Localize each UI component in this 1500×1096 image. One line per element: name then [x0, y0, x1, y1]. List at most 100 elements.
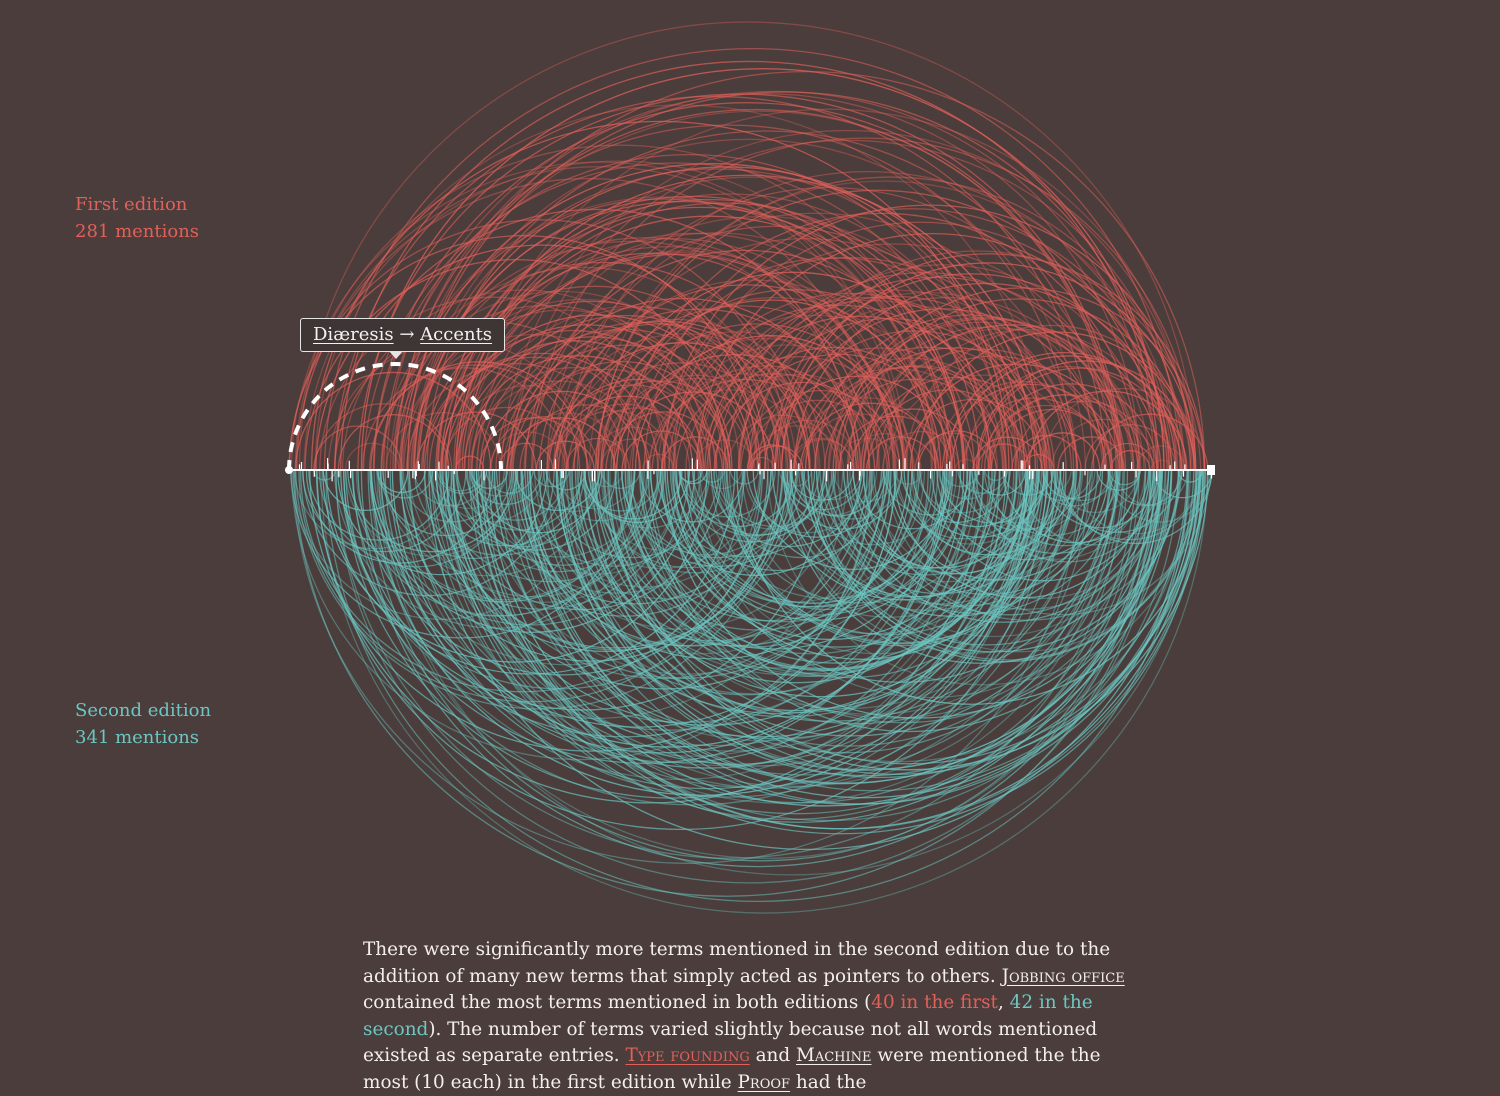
- first-edition-link-arc[interactable]: [524, 249, 966, 471]
- first-edition-link-arc[interactable]: [980, 404, 1112, 471]
- first-edition-link-arc[interactable]: [851, 408, 975, 471]
- second-edition-link-arc[interactable]: [789, 469, 1045, 598]
- first-edition-link-arc[interactable]: [1110, 449, 1151, 471]
- second-edition-link-arc[interactable]: [678, 469, 798, 528]
- second-edition-link-arc[interactable]: [983, 469, 1121, 536]
- first-edition-link-arc[interactable]: [406, 91, 1165, 471]
- second-edition-link-arc[interactable]: [957, 469, 1008, 494]
- second-edition-link-arc[interactable]: [819, 469, 1031, 576]
- second-edition-link-arc[interactable]: [555, 469, 1039, 712]
- second-edition-link-arc[interactable]: [846, 469, 1161, 623]
- tooltip-source-term[interactable]: Diæresis: [313, 324, 394, 345]
- first-edition-link-arc[interactable]: [380, 304, 712, 471]
- second-edition-link-arc[interactable]: [675, 469, 951, 604]
- first-edition-link-arc[interactable]: [804, 365, 1020, 471]
- first-edition-link-arc[interactable]: [444, 384, 615, 471]
- second-edition-link-arc[interactable]: [435, 469, 545, 523]
- second-edition-link-arc[interactable]: [614, 469, 1023, 675]
- second-edition-link-arc[interactable]: [701, 469, 743, 490]
- first-edition-link-arc[interactable]: [954, 458, 978, 471]
- second-edition-link-arc[interactable]: [473, 469, 892, 679]
- second-edition-link-arc[interactable]: [639, 469, 745, 523]
- second-edition-link-arc[interactable]: [337, 469, 548, 576]
- second-edition-link-arc[interactable]: [568, 469, 933, 648]
- first-edition-link-arc[interactable]: [464, 250, 905, 471]
- second-edition-link-arc[interactable]: [453, 469, 1058, 767]
- second-edition-link-arc[interactable]: [489, 469, 744, 594]
- first-edition-link-arc[interactable]: [875, 355, 1112, 471]
- first-edition-link-arc[interactable]: [561, 341, 819, 471]
- first-edition-link-arc[interactable]: [479, 328, 770, 471]
- first-edition-link-arc[interactable]: [990, 408, 1114, 471]
- first-edition-link-arc[interactable]: [344, 442, 400, 471]
- first-edition-link-arc[interactable]: [461, 253, 895, 471]
- second-edition-link-arc[interactable]: [630, 469, 936, 623]
- second-edition-link-arc[interactable]: [669, 469, 962, 616]
- first-edition-link-arc[interactable]: [1084, 424, 1177, 471]
- first-edition-link-arc[interactable]: [405, 363, 627, 471]
- first-edition-link-arc[interactable]: [595, 271, 992, 471]
- second-edition-link-arc[interactable]: [301, 469, 467, 553]
- second-edition-link-arc[interactable]: [414, 469, 487, 507]
- term-link-machine[interactable]: Machine: [796, 1045, 872, 1066]
- second-edition-link-arc[interactable]: [942, 469, 980, 488]
- second-edition-link-arc[interactable]: [472, 469, 648, 558]
- second-edition-link-arc[interactable]: [343, 469, 1001, 799]
- second-edition-link-arc[interactable]: [528, 469, 618, 513]
- first-edition-link-arc[interactable]: [381, 290, 741, 471]
- second-edition-link-arc[interactable]: [532, 469, 570, 488]
- first-edition-link-arc[interactable]: [459, 252, 896, 471]
- second-edition-link-arc[interactable]: [439, 469, 1140, 821]
- second-edition-link-arc[interactable]: [588, 469, 791, 569]
- second-edition-link-arc[interactable]: [664, 469, 1172, 719]
- first-edition-link-arc[interactable]: [983, 383, 1158, 471]
- first-edition-link-arc[interactable]: [531, 137, 1197, 471]
- first-edition-link-arc[interactable]: [886, 374, 1079, 471]
- second-edition-link-arc[interactable]: [334, 469, 1126, 859]
- second-edition-link-arc[interactable]: [299, 469, 745, 693]
- first-edition-link-arc[interactable]: [471, 366, 678, 471]
- second-edition-link-arc[interactable]: [322, 469, 409, 511]
- second-edition-link-arc[interactable]: [431, 469, 939, 724]
- first-edition-link-arc[interactable]: [394, 261, 811, 471]
- second-edition-link-arc[interactable]: [842, 469, 1041, 569]
- second-edition-link-arc[interactable]: [370, 469, 690, 626]
- second-edition-link-arc[interactable]: [456, 469, 661, 573]
- second-edition-link-arc[interactable]: [293, 469, 1161, 897]
- second-edition-link-arc[interactable]: [655, 469, 837, 558]
- second-edition-link-arc[interactable]: [893, 469, 1151, 599]
- second-edition-link-arc[interactable]: [320, 469, 1208, 914]
- second-edition-link-arc[interactable]: [743, 469, 871, 534]
- first-edition-link-arc[interactable]: [881, 430, 961, 471]
- first-edition-link-arc[interactable]: [774, 296, 1121, 471]
- second-edition-link-arc[interactable]: [741, 469, 1038, 618]
- second-edition-link-arc[interactable]: [589, 469, 624, 488]
- second-edition-link-arc[interactable]: [308, 469, 450, 541]
- second-edition-link-arc[interactable]: [803, 469, 903, 520]
- second-edition-link-arc[interactable]: [439, 469, 993, 747]
- first-edition-link-arc[interactable]: [651, 378, 840, 471]
- first-edition-link-arc[interactable]: [621, 430, 701, 471]
- first-edition-link-arc[interactable]: [313, 403, 453, 471]
- first-edition-link-arc[interactable]: [824, 378, 1007, 471]
- first-edition-link-arc[interactable]: [697, 373, 897, 471]
- first-edition-link-arc[interactable]: [596, 189, 1158, 471]
- second-edition-link-arc[interactable]: [728, 469, 1076, 644]
- second-edition-link-arc[interactable]: [679, 469, 708, 485]
- second-edition-link-arc[interactable]: [538, 469, 1034, 718]
- second-edition-link-arc[interactable]: [824, 469, 1029, 570]
- tooltip-target-term[interactable]: Accents: [420, 324, 493, 345]
- second-edition-link-arc[interactable]: [725, 469, 1075, 645]
- second-edition-link-arc[interactable]: [439, 469, 483, 492]
- second-edition-link-arc[interactable]: [298, 469, 764, 703]
- second-edition-link-arc[interactable]: [445, 469, 1147, 815]
- second-edition-link-arc[interactable]: [445, 469, 1152, 823]
- second-edition-link-arc[interactable]: [561, 469, 1129, 754]
- second-edition-link-arc[interactable]: [505, 469, 1045, 740]
- first-edition-link-arc[interactable]: [294, 371, 492, 471]
- second-edition-link-arc[interactable]: [376, 469, 1155, 860]
- second-edition-link-arc[interactable]: [968, 469, 1076, 524]
- first-edition-link-arc[interactable]: [573, 237, 1039, 471]
- first-edition-link-arc[interactable]: [475, 306, 811, 471]
- second-edition-link-arc[interactable]: [1071, 469, 1201, 535]
